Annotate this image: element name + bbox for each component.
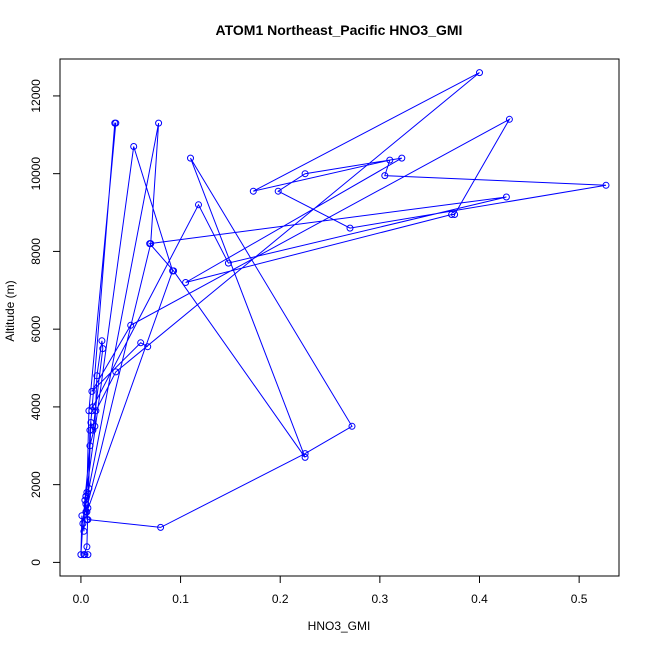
data-point xyxy=(195,201,202,209)
data-point xyxy=(346,224,354,232)
data-point xyxy=(130,143,138,150)
data-point xyxy=(78,512,86,520)
data-point xyxy=(386,156,394,164)
data-point xyxy=(77,551,85,559)
data-point xyxy=(86,442,94,450)
series-layer xyxy=(77,69,610,559)
data-point xyxy=(157,523,165,531)
data-point xyxy=(83,543,91,551)
data-point xyxy=(79,520,87,527)
data-point xyxy=(92,407,100,415)
data-point xyxy=(187,154,194,162)
data-point xyxy=(137,339,145,347)
data-point xyxy=(224,259,232,267)
data-point xyxy=(602,181,610,189)
y-axis-label: Altitude (m) xyxy=(3,280,17,341)
y-tick-label: 12000 xyxy=(29,79,43,113)
x-tick-label: 0.5 xyxy=(571,592,588,606)
y-tick-label: 4000 xyxy=(29,393,43,420)
data-point xyxy=(127,321,135,329)
x-axis-label: HNO3_GMI xyxy=(308,619,371,633)
data-point xyxy=(83,508,91,516)
x-tick-label: 0.2 xyxy=(272,592,289,606)
data-point xyxy=(348,422,356,430)
y-tick-label: 8000 xyxy=(29,238,43,265)
data-point xyxy=(146,240,154,248)
data-point xyxy=(88,407,96,415)
data-point xyxy=(301,170,309,178)
data-point xyxy=(93,372,101,380)
data-point xyxy=(112,119,120,127)
data-point xyxy=(301,453,309,461)
data-point xyxy=(274,187,282,195)
data-point xyxy=(398,154,406,162)
data-point xyxy=(301,450,309,458)
data-point xyxy=(182,279,190,286)
data-point xyxy=(80,527,88,535)
data-point xyxy=(84,504,92,512)
y-tick-label: 6000 xyxy=(29,315,43,342)
data-point xyxy=(85,485,93,492)
data-point xyxy=(155,119,163,127)
data-point xyxy=(476,69,483,77)
y-tick-label: 10000 xyxy=(29,157,43,191)
chart-title: ATOM1 Northeast_Pacific HNO3_GMI xyxy=(216,22,463,38)
data-point xyxy=(99,345,107,353)
data-point xyxy=(505,115,513,123)
data-point xyxy=(83,488,91,496)
data-point xyxy=(144,343,152,351)
data-point xyxy=(85,407,93,415)
data-point xyxy=(81,496,89,504)
x-tick-label: 0.3 xyxy=(372,592,389,606)
data-point xyxy=(98,337,106,345)
data-point xyxy=(87,419,95,426)
data-point xyxy=(502,193,510,201)
data-point xyxy=(82,500,90,508)
data-point xyxy=(249,187,257,195)
data-point xyxy=(112,368,120,376)
plot-frame xyxy=(59,58,620,577)
data-point xyxy=(88,387,96,395)
y-tick-label: 2000 xyxy=(29,471,43,498)
y-axis: 0 2000 4000 6000 8000 10000 12000 xyxy=(29,79,61,566)
data-point xyxy=(451,211,459,218)
data-point xyxy=(381,172,389,180)
data-point xyxy=(86,426,94,434)
x-axis: 0.0 0.1 0.2 0.3 0.4 0.5 xyxy=(73,575,588,606)
data-point xyxy=(80,551,88,559)
x-tick-label: 0.4 xyxy=(471,592,488,606)
data-point xyxy=(82,492,90,500)
data-point xyxy=(89,426,97,434)
series-line xyxy=(80,72,607,556)
data-point xyxy=(170,267,178,275)
y-tick-label: 0 xyxy=(29,559,43,566)
data-point xyxy=(91,422,99,430)
x-tick-label: 0.0 xyxy=(73,592,90,606)
data-point xyxy=(84,551,92,559)
data-point xyxy=(448,211,456,218)
x-tick-label: 0.1 xyxy=(172,592,189,606)
data-point xyxy=(84,516,92,524)
